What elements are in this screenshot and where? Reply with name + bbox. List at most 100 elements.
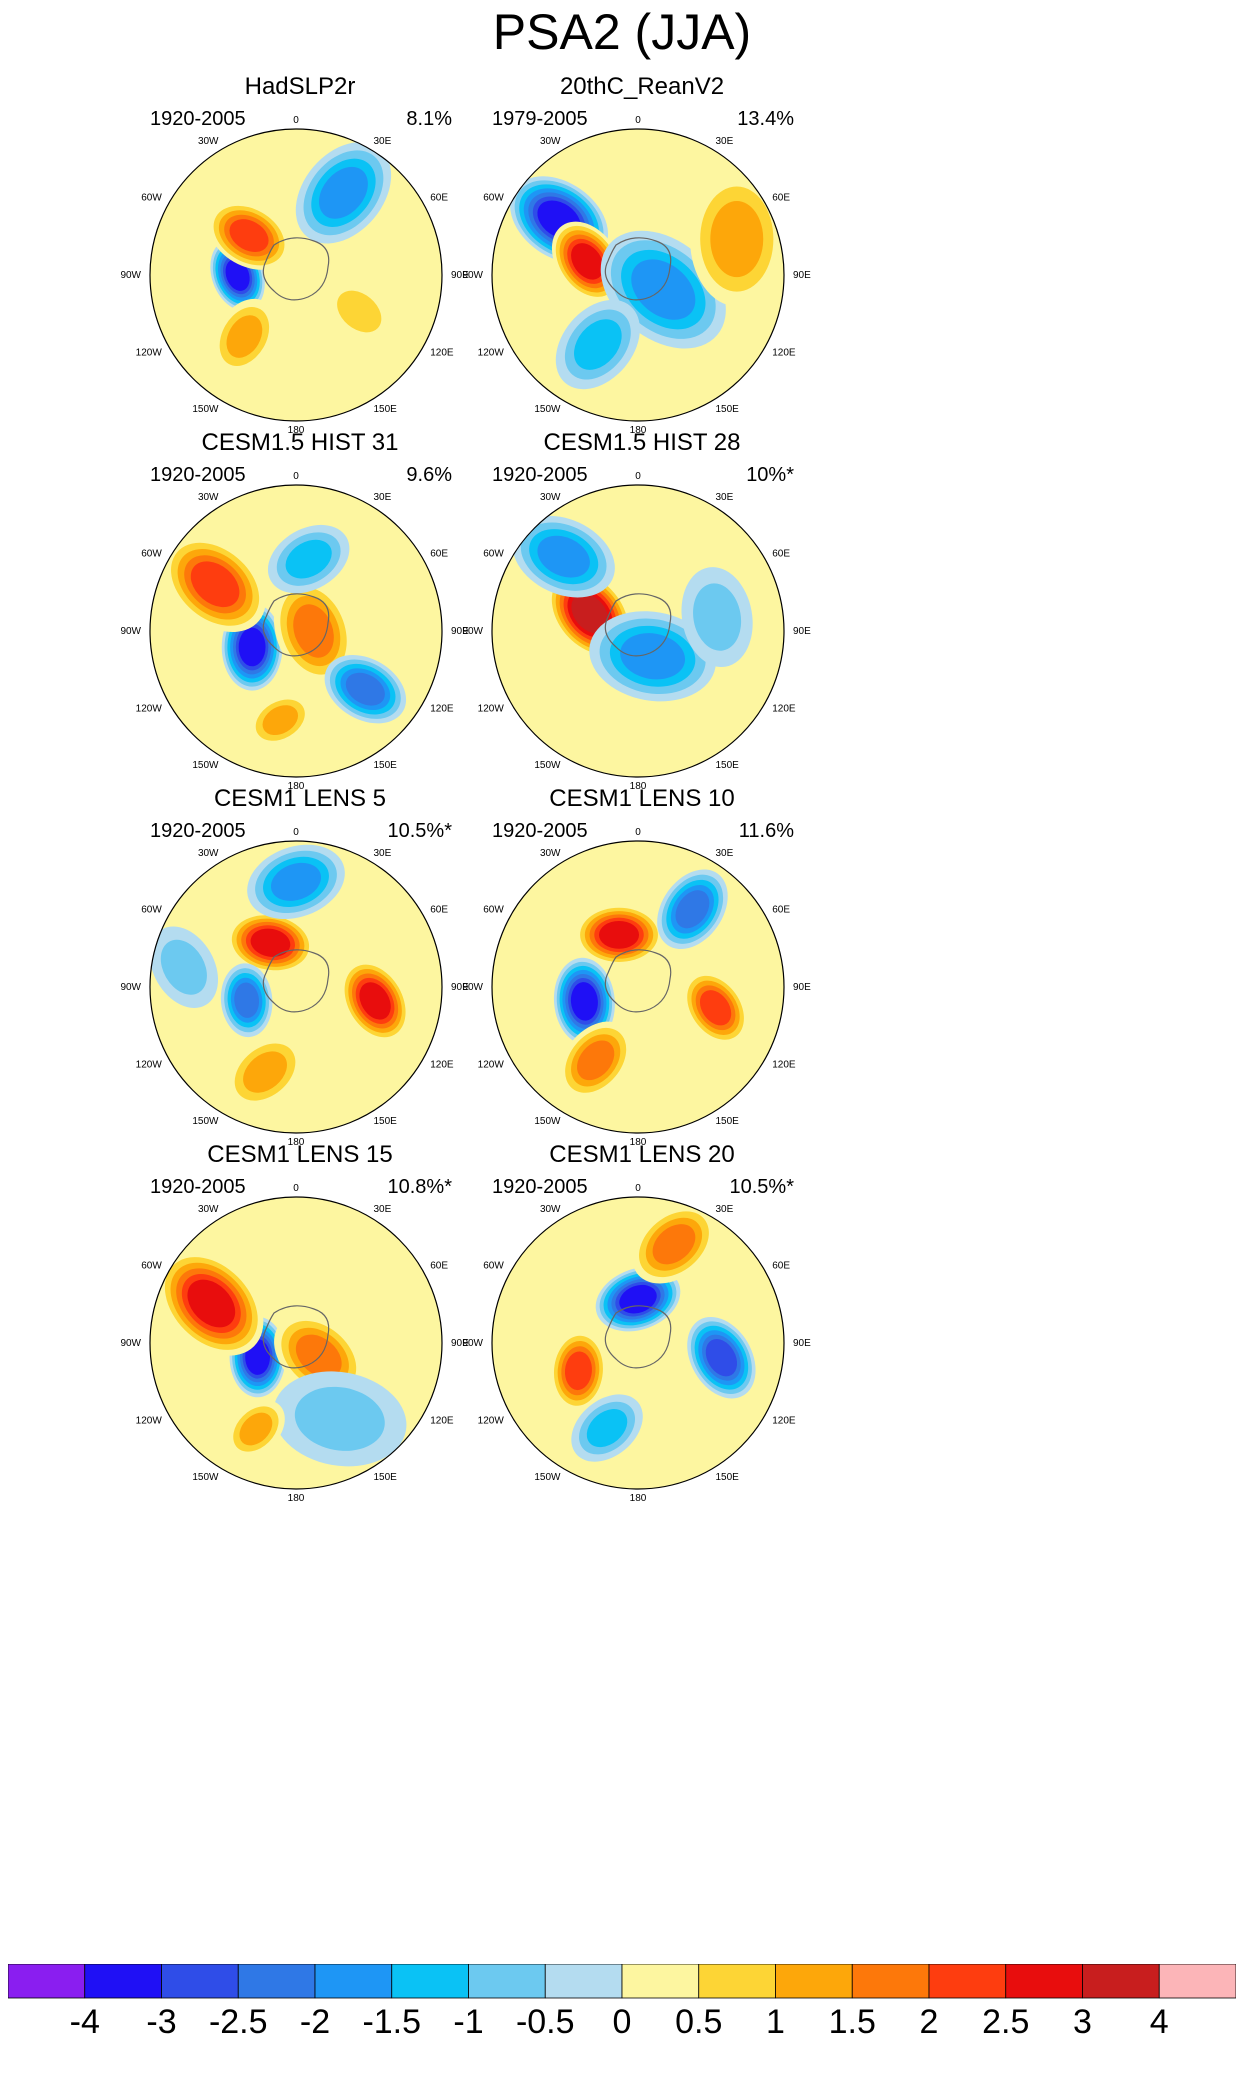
contour-positive bbox=[250, 928, 291, 957]
panel-title: 20thC_ReanV2 bbox=[559, 73, 725, 100]
longitude-label: 150W bbox=[534, 404, 561, 415]
longitude-label: 60E bbox=[772, 1261, 790, 1272]
colorbar-swatch bbox=[928, 1964, 1007, 1999]
longitude-label: 60W bbox=[483, 193, 504, 204]
polar-map: 0 30E 60E 90E 120E 150E 180 150W 120W 90W 60W 30W bbox=[120, 471, 469, 792]
polar-map: 0 30E 60E 90E 120E 150E 180 150W 120W 90W 60W 30W bbox=[462, 115, 811, 436]
panel-period: 1920-2005 bbox=[150, 108, 246, 130]
contour-positive bbox=[190, 561, 240, 608]
map-border bbox=[149, 1196, 443, 1490]
contour-negative bbox=[631, 259, 696, 320]
polar-map: 0 30E 60E 90E 120E 150E 180 150W 120W 90W 60W 30W bbox=[462, 827, 811, 1148]
map-border bbox=[491, 1196, 785, 1490]
longitude-label: 120W bbox=[478, 1416, 505, 1427]
longitude-label: 180 bbox=[630, 425, 647, 436]
longitude-label: 150E bbox=[374, 1472, 398, 1483]
longitude-label: 180 bbox=[630, 1137, 647, 1148]
contour-negative bbox=[225, 259, 250, 291]
antarctica-coastline bbox=[604, 1305, 672, 1369]
contour-positive bbox=[337, 290, 382, 333]
longitude-label: 180 bbox=[288, 425, 305, 436]
longitude-label: 90W bbox=[120, 270, 141, 281]
contour-positive bbox=[571, 593, 609, 634]
contour-positive bbox=[293, 604, 334, 658]
contour-positive bbox=[187, 1279, 236, 1328]
longitude-label: 150W bbox=[534, 1116, 561, 1127]
longitude-label: 60W bbox=[141, 1261, 162, 1272]
panel-title: HadSLP2r bbox=[244, 73, 356, 100]
contour-negative bbox=[234, 982, 260, 1018]
longitude-label: 30E bbox=[374, 1204, 392, 1215]
longitude-label: 0 bbox=[635, 827, 641, 838]
longitude-label: 120W bbox=[136, 704, 163, 715]
polar-map: 0 30E 60E 90E 120E 150E 180 150W 120W 90W 60W 30W bbox=[120, 827, 469, 1148]
longitude-label: 30W bbox=[198, 1204, 219, 1215]
longitude-label: 60W bbox=[141, 193, 162, 204]
map-background bbox=[492, 1197, 784, 1489]
contour-positive bbox=[652, 1224, 696, 1265]
longitude-label: 120E bbox=[430, 1416, 454, 1427]
longitude-label: 30W bbox=[198, 848, 219, 859]
contour-positive bbox=[571, 243, 604, 280]
contour-positive bbox=[295, 1334, 342, 1378]
antarctica-coastline bbox=[604, 949, 672, 1013]
panel-title: CESM1.5 HIST 31 bbox=[201, 429, 399, 456]
longitude-label: 0 bbox=[293, 1183, 299, 1194]
map-panel: CESM1.5 HIST 28 1920-2005 10%* 0 30E 60E 90E 12… bbox=[462, 428, 811, 898]
longitude-label: 90E bbox=[451, 1338, 469, 1349]
longitude-label: 30W bbox=[198, 492, 219, 503]
longitude-label: 180 bbox=[630, 1493, 647, 1504]
longitude-label: 150W bbox=[534, 760, 561, 771]
longitude-label: 30E bbox=[716, 1204, 734, 1215]
longitude-label: 30E bbox=[374, 136, 392, 147]
panel-variance: 10%* bbox=[746, 464, 794, 486]
contour-negative bbox=[285, 539, 332, 579]
panel-title: CESM1 LENS 10 bbox=[549, 785, 735, 812]
colorbar-label: 4 bbox=[1149, 2003, 1169, 2041]
colorbar-swatch bbox=[237, 1964, 316, 1999]
colorbar-swatch bbox=[314, 1964, 393, 1999]
panel-title: CESM1 LENS 20 bbox=[549, 1141, 735, 1168]
colorbar-label: 1.5 bbox=[828, 2003, 876, 2041]
longitude-label: 30W bbox=[198, 136, 219, 147]
contour-negative bbox=[586, 1408, 628, 1448]
contour-negative bbox=[319, 166, 368, 219]
colorbar-swatch bbox=[1005, 1964, 1083, 1999]
panel-variance: 8.1% bbox=[406, 108, 452, 130]
longitude-label: 150W bbox=[534, 1472, 561, 1483]
colorbar-label: 2.5 bbox=[982, 2003, 1030, 2041]
longitude-label: 60E bbox=[430, 905, 448, 916]
colorbar-swatch bbox=[84, 1964, 162, 1999]
antarctica-coastline bbox=[604, 237, 672, 301]
longitude-label: 90E bbox=[793, 270, 811, 281]
longitude-label: 0 bbox=[635, 115, 641, 126]
colorbar-swatch bbox=[8, 1964, 86, 1999]
longitude-label: 0 bbox=[293, 115, 299, 126]
longitude-label: 90E bbox=[793, 626, 811, 637]
map-border bbox=[491, 840, 785, 1134]
colorbar bbox=[8, 1964, 1236, 1999]
contour-positive bbox=[699, 990, 732, 1026]
longitude-label: 150E bbox=[374, 1116, 398, 1127]
colorbar-label: -0.5 bbox=[515, 2003, 575, 2041]
contour-positive bbox=[710, 200, 764, 278]
panel-variance: 13.4% bbox=[737, 108, 794, 130]
polar-map: 0 30E 60E 90E 120E 150E 180 150W 120W 90W 60W 30W bbox=[462, 1183, 811, 1504]
colorbar-label: -4 bbox=[69, 2003, 100, 2041]
longitude-label: 60E bbox=[772, 549, 790, 560]
longitude-label: 180 bbox=[288, 1493, 305, 1504]
longitude-label: 60W bbox=[483, 549, 504, 560]
longitude-label: 90E bbox=[451, 270, 469, 281]
longitude-label: 60E bbox=[772, 193, 790, 204]
panel-variance: 9.6% bbox=[406, 464, 452, 486]
longitude-label: 0 bbox=[293, 827, 299, 838]
longitude-label: 60W bbox=[141, 905, 162, 916]
contour-positive bbox=[576, 1040, 615, 1081]
longitude-label: 150W bbox=[192, 760, 219, 771]
longitude-label: 120E bbox=[772, 1416, 796, 1427]
contour-negative bbox=[345, 672, 385, 706]
longitude-label: 180 bbox=[288, 1137, 305, 1148]
longitude-label: 30E bbox=[716, 492, 734, 503]
longitude-label: 120W bbox=[478, 704, 505, 715]
longitude-label: 120E bbox=[430, 1060, 454, 1071]
